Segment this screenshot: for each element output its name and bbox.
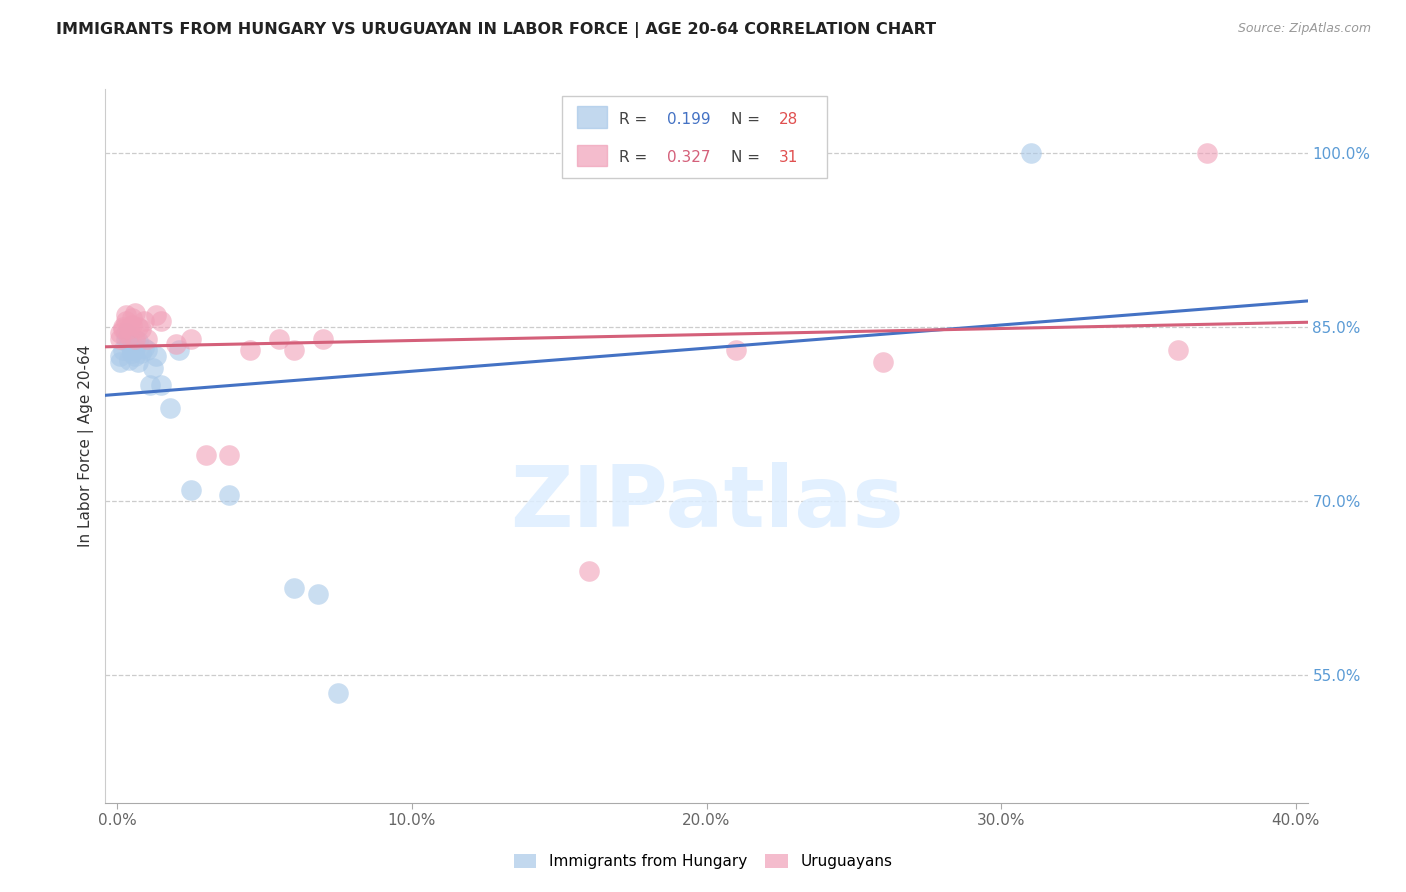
FancyBboxPatch shape [576,106,607,128]
Point [312,332,335,346]
Text: R =: R = [619,151,652,165]
Point [112,322,135,336]
Point [127,355,149,369]
Point [135,332,157,346]
Point [578,564,600,578]
Point [283,581,305,595]
Text: 31: 31 [779,151,799,165]
Y-axis label: In Labor Force | Age 20-64: In Labor Force | Age 20-64 [79,345,94,547]
Point [124,341,146,355]
Point [108,332,131,346]
Point [132,314,155,328]
Point [115,326,138,340]
Point [124,332,146,346]
Point [135,343,157,358]
Legend: Immigrants from Hungary, Uruguayans: Immigrants from Hungary, Uruguayans [508,848,898,875]
Point [145,309,167,323]
FancyBboxPatch shape [562,96,827,178]
Point [872,355,894,369]
Text: IMMIGRANTS FROM HUNGARY VS URUGUAYAN IN LABOR FORCE | AGE 20-64 CORRELATION CHAR: IMMIGRANTS FROM HUNGARY VS URUGUAYAN IN … [56,22,936,38]
Point [167,343,190,358]
Text: 0.199: 0.199 [666,112,710,127]
Point [1019,146,1042,161]
Point [129,345,152,359]
Text: ZIPatlas: ZIPatlas [509,461,904,545]
Text: Source: ZipAtlas.com: Source: ZipAtlas.com [1237,22,1371,36]
Point [145,349,167,363]
Point [218,448,240,462]
Point [159,401,181,416]
Point [328,685,350,699]
Point [118,352,141,367]
Point [1167,343,1189,358]
Point [307,587,329,601]
Text: 0.327: 0.327 [666,151,710,165]
Point [239,343,262,358]
Point [138,378,160,392]
Point [115,309,138,323]
Point [194,448,217,462]
Point [127,334,149,348]
Point [108,349,131,363]
Point [121,318,143,332]
Point [115,332,138,346]
Point [124,349,146,363]
Point [108,355,131,369]
Point [121,345,143,359]
Point [269,332,291,346]
Point [132,341,155,355]
Point [108,326,131,340]
Point [150,314,173,328]
Point [150,378,173,392]
Point [121,310,143,325]
Point [127,320,149,334]
Text: R =: R = [619,112,652,127]
Point [165,337,187,351]
Point [118,337,141,351]
Point [115,314,138,328]
Point [124,306,146,320]
Point [129,322,152,336]
Point [118,322,141,336]
Point [118,329,141,343]
Text: 28: 28 [779,112,797,127]
Text: N =: N = [731,151,765,165]
Point [1197,146,1219,161]
Point [218,488,240,502]
Point [283,343,305,358]
Point [180,483,202,497]
Text: N =: N = [731,112,765,127]
Point [724,343,747,358]
Point [112,320,135,334]
Point [112,343,135,358]
FancyBboxPatch shape [576,145,607,167]
Point [121,343,143,358]
Point [142,360,165,375]
Point [180,332,202,346]
